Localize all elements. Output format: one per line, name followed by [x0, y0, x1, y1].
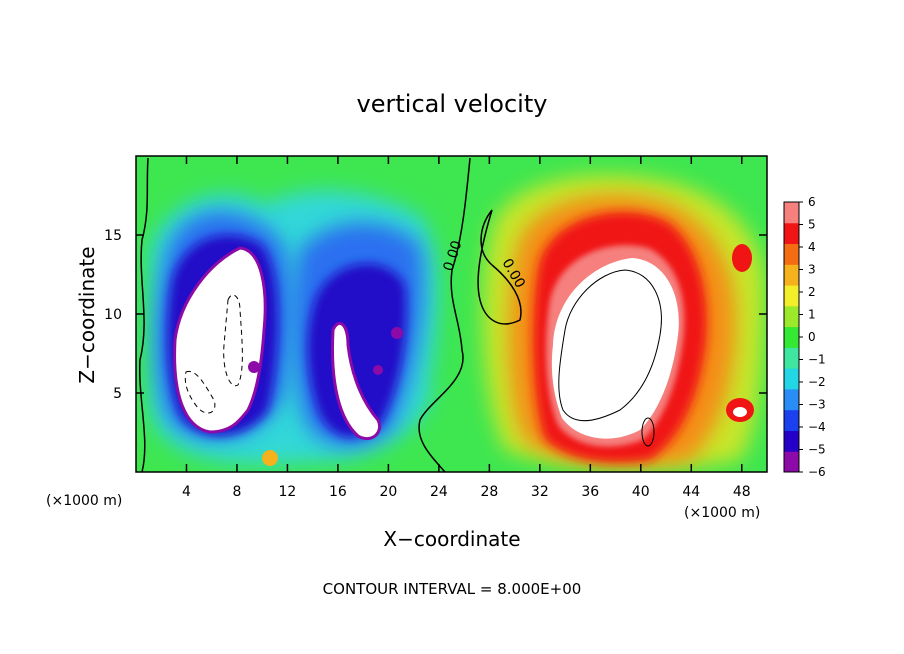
colorbar-tick-label: −2: [808, 375, 826, 389]
colorbar-tick-label: 6: [808, 195, 816, 209]
y-axis-label: Z−coordinate: [75, 246, 99, 383]
contour-lines: [139, 157, 662, 472]
updraft-white-spot: [733, 407, 747, 417]
colorbar-tick-label: 5: [808, 218, 816, 232]
y-tick-label: 5: [113, 386, 122, 402]
x-tick-label: 28: [480, 484, 498, 500]
colorbar-swatch: [784, 347, 799, 369]
low-spot: [262, 450, 278, 466]
x-tick-label: 44: [682, 484, 700, 500]
colorbar-tick-label: −5: [808, 443, 826, 457]
colorbar-tick-label: 2: [808, 285, 816, 299]
x-unit-right: (×1000 m): [684, 505, 760, 521]
colorbar-tick-label: −3: [808, 398, 826, 412]
colorbar-swatch: [784, 264, 799, 286]
x-tick-label: 36: [581, 484, 599, 500]
updraft-region: [482, 174, 765, 469]
zero-contour-mid: [418, 157, 471, 472]
x-tick-label: 24: [430, 484, 448, 500]
colorbar-swatch: [784, 368, 799, 390]
colorbar-tick-label: 4: [808, 240, 816, 254]
colorbar-tick-label: 1: [808, 308, 816, 322]
colorbar-tick-label: −4: [808, 420, 826, 434]
x-axis-label: X−coordinate: [383, 527, 520, 551]
purple-spot-a: [248, 361, 260, 373]
plot-area: 0.00 0.00: [136, 156, 767, 472]
downdraft-8-contour-lower: [184, 370, 216, 414]
purple-spot-c: [373, 365, 383, 375]
x-tick-label: 48: [733, 484, 751, 500]
downdraft-deep-mid: [307, 263, 407, 437]
downdraft-core-left: [173, 246, 267, 434]
purple-spot-b: [391, 327, 403, 339]
colorbar-tick-label: 3: [808, 263, 816, 277]
x-tick-label: 4: [182, 484, 191, 500]
colorbar-swatch: [784, 409, 799, 431]
x-tick-label: 12: [279, 484, 297, 500]
colorbar-swatch: [784, 285, 799, 307]
x-tick-label: 20: [379, 484, 397, 500]
colorbar-swatch: [784, 243, 799, 265]
colorbar-swatch: [784, 305, 799, 328]
zero-contour-loop: [477, 209, 522, 325]
colorbar-swatch: [784, 451, 799, 473]
updraft-8-contour: [558, 269, 662, 422]
downdraft-core-mid: [331, 321, 381, 441]
updraft-small-contour: [641, 417, 655, 447]
x-tick-label: 8: [232, 484, 241, 500]
updraft-red-spot: [732, 244, 752, 272]
y-tick-label: 15: [104, 228, 122, 244]
y-tick-label: 10: [104, 307, 122, 323]
updraft-core: [551, 258, 679, 439]
colorbar-swatch: [784, 430, 799, 452]
zero-contour-left: [139, 157, 149, 472]
colorbar-tick-label: −6: [808, 465, 826, 479]
x-tick-label: 40: [632, 484, 650, 500]
colorbar: 6 5 4 3 2 1 0 −1 −2 −3 −4 −5 −6: [783, 195, 826, 479]
colorbar-swatch: [784, 202, 799, 224]
colorbar-swatch: [784, 222, 799, 245]
colorbar-swatch: [784, 388, 799, 411]
x-tick-label: 32: [531, 484, 549, 500]
y-axis-ticks: 5 10 15: [104, 228, 767, 402]
downdraft-region: [150, 191, 439, 464]
colorbar-tick-label: −1: [808, 353, 826, 367]
footer-text: CONTOUR INTERVAL = 8.000E+00: [323, 580, 582, 598]
colorbar-tick-label: 0: [808, 330, 816, 344]
chart-title: vertical velocity: [357, 90, 548, 118]
x-unit-left: (×1000 m): [46, 493, 122, 509]
x-axis-ticks: 4 8 12 16 20 24 28 32 36 40 44 48: [182, 156, 751, 500]
downdraft-8-contour: [223, 294, 243, 387]
colorbar-swatch: [784, 326, 799, 348]
x-tick-label: 16: [329, 484, 347, 500]
